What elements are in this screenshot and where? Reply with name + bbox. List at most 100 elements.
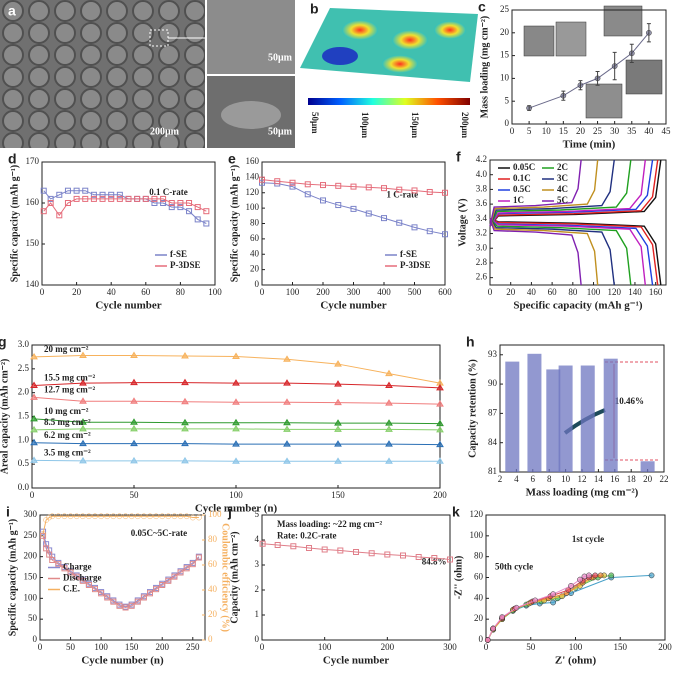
x-tick-label: 0 [484, 642, 489, 652]
point [40, 187, 47, 194]
y-tick-label: 15 [500, 50, 510, 60]
point [49, 513, 56, 520]
point [283, 379, 291, 386]
point [436, 457, 444, 464]
point [499, 614, 505, 620]
scale-bar: 200μm [150, 126, 180, 137]
y2-tick-label: 80 [208, 534, 218, 544]
x-axis-title: Time (min) [563, 139, 616, 151]
y-tick-label: 60 [474, 572, 484, 582]
point [30, 456, 38, 463]
series-line [489, 218, 659, 286]
point [550, 599, 556, 606]
point [122, 604, 129, 611]
x-tick-label: 150 [125, 642, 139, 652]
annotation: 0.05C~5C-rate [131, 528, 187, 538]
y-tick-label: 0 [479, 634, 484, 644]
series-label: 6.2 mg cm⁻² [44, 430, 91, 440]
y-tick-label: 0 [255, 634, 260, 644]
x-tick-label: 12 [578, 474, 587, 484]
point [436, 400, 444, 407]
point [49, 557, 56, 563]
point [426, 188, 433, 195]
colorbar [308, 98, 470, 105]
x-tick-label: 0 [260, 287, 265, 297]
point [165, 577, 172, 584]
bar [546, 369, 561, 472]
y-tick-label: 150 [24, 572, 38, 582]
point [56, 212, 63, 219]
point [436, 440, 444, 448]
point [177, 204, 184, 211]
x-tick-label: 100 [229, 490, 243, 500]
x-axis-title: Cycle number [95, 300, 161, 312]
point [232, 424, 240, 432]
point [186, 200, 193, 206]
x-tick-label: 60 [141, 287, 151, 297]
series-line [489, 159, 646, 227]
panel-b: b 50μm 100μm 150μm 200μm [300, 1, 478, 139]
point [259, 176, 265, 183]
y-tick-label: 3.2 [476, 228, 487, 238]
point [141, 513, 147, 520]
y-tick-label: 3.0 [476, 242, 488, 252]
point [43, 545, 50, 552]
y-tick-label: 3.6 [476, 198, 488, 208]
legend-label: Discharge [63, 573, 102, 583]
x-tick-label: 100 [569, 642, 583, 652]
y-tick-label: 1 [255, 609, 260, 619]
x-tick-label: 300 [347, 287, 361, 297]
bar [505, 361, 520, 472]
y-tick-label: 3.4 [476, 213, 488, 223]
y-tick-label: 0 [33, 634, 38, 644]
legend-label: 2C [557, 162, 568, 172]
series-label: 12.7 mg cm⁻² [44, 384, 95, 394]
point [334, 457, 342, 464]
y-tick-label: 87 [488, 407, 498, 417]
x-tick-label: 50 [130, 490, 140, 500]
point [289, 183, 296, 190]
y-tick-label: 1.0 [18, 434, 30, 444]
point [130, 418, 138, 425]
point [181, 351, 189, 359]
point [283, 355, 291, 362]
point [82, 195, 89, 202]
point [274, 178, 281, 185]
colorbar-tick: 100μm [360, 112, 370, 139]
point [259, 540, 266, 547]
y-tick-label: 40 [474, 592, 484, 602]
point [30, 438, 38, 446]
y-tick-label: 0.5 [18, 458, 30, 468]
x-tick-label: 22 [660, 474, 669, 484]
y-tick-label: 2.8 [476, 257, 488, 267]
point [396, 219, 403, 226]
panel-label: h [466, 334, 475, 350]
x-tick-label: 200 [381, 642, 395, 652]
scale-bar: 50μm [268, 126, 293, 137]
panel-label: c [478, 0, 486, 15]
y-tick-label: 160 [26, 197, 40, 207]
y-tick-label: 0 [505, 118, 510, 128]
point [82, 187, 89, 194]
point [568, 582, 574, 589]
x-tick-label: 16 [610, 474, 620, 484]
x-tick-label: 20 [72, 287, 82, 297]
colorbar-tick: 200μm [460, 112, 470, 139]
inset-image [555, 21, 587, 57]
point [490, 625, 497, 632]
point [128, 602, 135, 609]
point [304, 181, 311, 188]
point [79, 577, 86, 584]
annotation: Rate: 0.2C-rate [277, 530, 336, 540]
point [142, 195, 149, 202]
y-tick-label: 0 [255, 279, 260, 289]
point [597, 572, 604, 579]
point [125, 195, 132, 202]
point [283, 440, 291, 447]
series-line [489, 159, 615, 227]
point [431, 555, 438, 561]
point [334, 425, 342, 432]
panel-label: j [227, 504, 232, 520]
x-tick-label: 100 [587, 287, 601, 297]
